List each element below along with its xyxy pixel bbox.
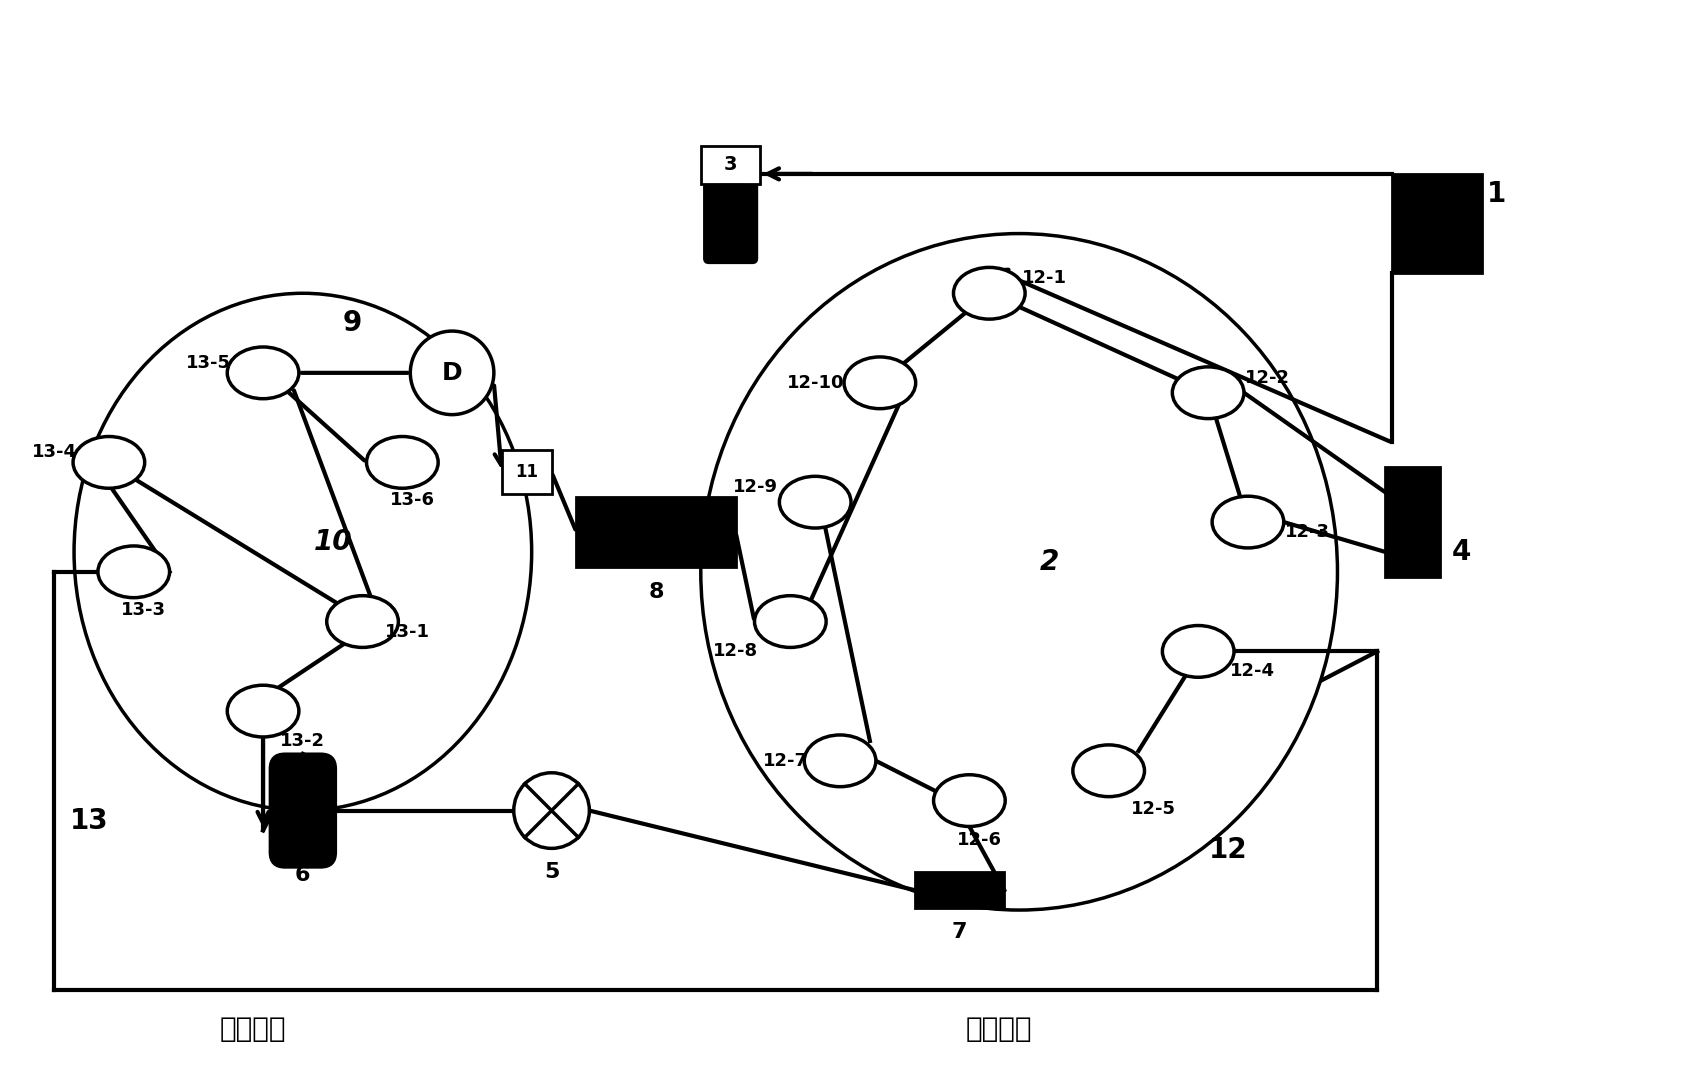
Text: 13-1: 13-1 <box>385 623 430 640</box>
Text: 12-5: 12-5 <box>1130 800 1176 818</box>
Ellipse shape <box>779 476 851 528</box>
Text: 12-6: 12-6 <box>957 832 1003 849</box>
Ellipse shape <box>755 596 827 647</box>
Ellipse shape <box>367 436 438 488</box>
Ellipse shape <box>934 775 1006 827</box>
FancyBboxPatch shape <box>704 174 757 264</box>
FancyBboxPatch shape <box>701 146 760 183</box>
Text: D: D <box>442 361 462 385</box>
Ellipse shape <box>1163 626 1234 678</box>
Text: 12-3: 12-3 <box>1286 523 1330 541</box>
Text: 13-6: 13-6 <box>390 491 435 509</box>
Text: 5: 5 <box>544 862 559 882</box>
Text: 10: 10 <box>314 528 351 556</box>
Text: 13-3: 13-3 <box>121 600 165 619</box>
Text: 进样模式: 进样模式 <box>967 1015 1033 1043</box>
Text: 12-7: 12-7 <box>762 751 808 770</box>
FancyBboxPatch shape <box>1393 174 1482 273</box>
Text: 12-9: 12-9 <box>733 478 777 496</box>
Ellipse shape <box>227 685 298 736</box>
Ellipse shape <box>73 436 145 488</box>
Circle shape <box>513 773 590 848</box>
Text: 12: 12 <box>1209 836 1248 864</box>
Text: 9: 9 <box>343 309 361 337</box>
FancyBboxPatch shape <box>914 873 1004 908</box>
Ellipse shape <box>327 596 399 647</box>
FancyBboxPatch shape <box>1384 467 1441 577</box>
Ellipse shape <box>701 234 1337 910</box>
Text: 1: 1 <box>1487 180 1506 208</box>
Ellipse shape <box>844 357 916 408</box>
Text: 12-1: 12-1 <box>1021 269 1067 287</box>
Text: 8: 8 <box>648 582 663 601</box>
FancyBboxPatch shape <box>269 754 336 867</box>
Ellipse shape <box>805 735 876 787</box>
Text: 13-5: 13-5 <box>186 354 230 372</box>
Ellipse shape <box>97 546 169 598</box>
Text: 12-8: 12-8 <box>713 642 759 660</box>
Ellipse shape <box>953 267 1025 319</box>
Text: 12-2: 12-2 <box>1245 369 1291 387</box>
FancyBboxPatch shape <box>576 497 735 567</box>
Text: 13-4: 13-4 <box>32 444 77 461</box>
Text: 6: 6 <box>295 865 310 885</box>
Text: 进样模式: 进样模式 <box>220 1015 286 1043</box>
Text: 13-2: 13-2 <box>280 732 326 750</box>
FancyBboxPatch shape <box>501 450 552 494</box>
Text: 3: 3 <box>725 155 737 175</box>
Text: 13: 13 <box>70 806 109 834</box>
Text: 2: 2 <box>1040 548 1059 576</box>
Ellipse shape <box>227 347 298 399</box>
Text: 7: 7 <box>951 922 967 942</box>
Text: 12-4: 12-4 <box>1231 662 1275 681</box>
Ellipse shape <box>1212 496 1284 548</box>
Text: 11: 11 <box>515 463 539 481</box>
Ellipse shape <box>1173 367 1245 418</box>
Text: 4: 4 <box>1453 538 1471 566</box>
FancyBboxPatch shape <box>720 183 743 204</box>
Text: 12-10: 12-10 <box>786 374 844 391</box>
Ellipse shape <box>73 294 532 810</box>
Circle shape <box>411 331 494 415</box>
Ellipse shape <box>1072 745 1144 796</box>
